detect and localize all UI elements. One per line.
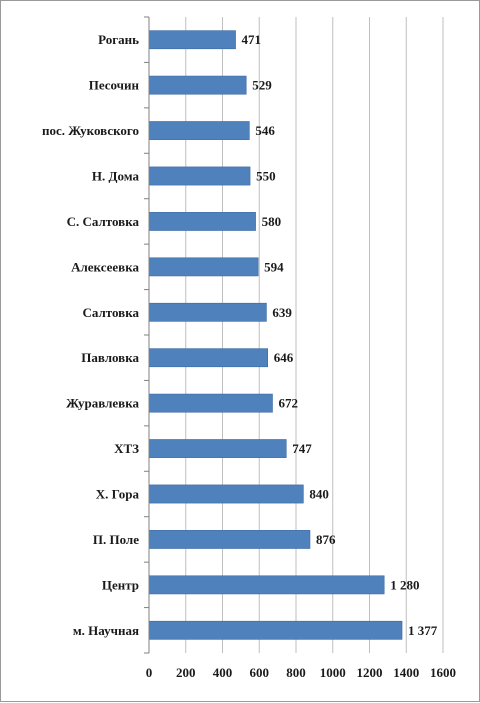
x-tick-label: 400 [213, 665, 233, 680]
bar [148, 530, 311, 549]
category-label: Н. Дома [92, 169, 140, 184]
value-label: 594 [264, 259, 284, 274]
bar [148, 575, 385, 595]
category-label: Центр [102, 577, 139, 592]
value-label: 747 [292, 441, 312, 456]
bar [148, 166, 251, 186]
category-label: Алексеевка [71, 259, 139, 274]
value-label: 550 [256, 169, 276, 184]
category-label: Павловка [81, 350, 139, 365]
category-label: Песочин [89, 78, 140, 93]
bar [148, 75, 247, 95]
value-label: 1 280 [390, 577, 419, 592]
value-label: 840 [309, 487, 329, 502]
value-label: 1 377 [408, 623, 438, 638]
value-label: 876 [316, 532, 336, 547]
category-label: П. Поле [93, 532, 139, 547]
bar [148, 257, 259, 277]
bar [148, 484, 304, 504]
value-label: 546 [255, 123, 275, 138]
category-label: пос. Жуковского [42, 123, 139, 138]
category-label: Х. Гора [96, 487, 140, 502]
x-tick-label: 600 [250, 665, 270, 680]
bar [148, 620, 403, 640]
x-tick-label: 800 [286, 665, 306, 680]
x-tick-label: 1200 [357, 665, 383, 680]
x-tick-label: 200 [176, 665, 196, 680]
value-label: 672 [278, 396, 298, 411]
category-label: Журавлевка [66, 396, 139, 411]
x-tick-label: 1000 [320, 665, 346, 680]
bar [148, 302, 267, 322]
labels: 0 200 400 600 800 1000 1200 1400 1600 Рогань 471 Пе… [42, 32, 456, 680]
bar [148, 30, 236, 50]
category-label: ХТЗ [114, 441, 139, 456]
bar [148, 348, 269, 368]
bars [148, 30, 403, 640]
bar [148, 439, 287, 458]
axes [144, 16, 150, 654]
category-label: м. Научная [73, 623, 139, 638]
category-label: Рогань [98, 32, 139, 47]
x-tick-label: 0 [146, 665, 153, 680]
value-label: 471 [242, 32, 262, 47]
value-label: 646 [274, 350, 294, 365]
x-tick-label: 1600 [430, 665, 456, 680]
x-tick-label: 1400 [393, 665, 419, 680]
value-label: 580 [262, 214, 282, 229]
bar [148, 393, 273, 413]
bar [148, 212, 256, 231]
value-label: 529 [252, 78, 272, 93]
value-label: 639 [272, 305, 292, 320]
category-label: С. Салтовка [67, 214, 140, 229]
category-label: Салтовка [82, 305, 139, 320]
bar [148, 121, 250, 140]
gridlines [185, 17, 444, 653]
